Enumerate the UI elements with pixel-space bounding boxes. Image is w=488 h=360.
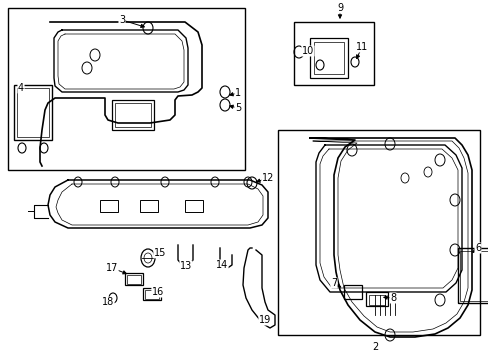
Bar	[127, 275, 141, 284]
Bar	[365, 292, 387, 306]
Text: 14: 14	[215, 260, 228, 270]
Bar	[309, 38, 347, 78]
Text: 8: 8	[389, 293, 395, 303]
Text: 9: 9	[336, 3, 343, 13]
Bar	[343, 285, 361, 299]
Text: 3: 3	[119, 15, 125, 25]
Bar	[293, 22, 373, 85]
Text: 6: 6	[474, 243, 480, 253]
Text: 2: 2	[371, 342, 377, 352]
Text: 18: 18	[102, 297, 114, 307]
Text: 10: 10	[301, 46, 313, 56]
Text: 5: 5	[234, 103, 241, 113]
Text: 13: 13	[180, 261, 192, 271]
Text: 17: 17	[105, 263, 118, 273]
Text: 16: 16	[152, 287, 164, 297]
Bar	[278, 130, 479, 335]
Text: 1: 1	[234, 88, 241, 98]
Text: 12: 12	[261, 173, 274, 183]
Text: 11: 11	[355, 42, 367, 52]
Bar	[184, 200, 203, 212]
Bar	[8, 8, 244, 170]
Bar	[140, 200, 158, 212]
Bar	[145, 290, 159, 299]
Text: 4: 4	[18, 83, 24, 93]
Bar	[112, 100, 154, 130]
Bar	[459, 251, 487, 301]
Bar	[457, 248, 488, 303]
Bar	[125, 273, 142, 285]
Bar	[14, 85, 52, 140]
Text: 19: 19	[258, 315, 270, 325]
Text: 15: 15	[154, 248, 166, 258]
Bar	[100, 200, 118, 212]
Bar	[368, 295, 384, 305]
Bar	[17, 88, 49, 137]
Text: 7: 7	[330, 278, 336, 288]
Bar	[313, 42, 343, 74]
Bar	[115, 103, 151, 127]
Bar	[142, 288, 161, 300]
